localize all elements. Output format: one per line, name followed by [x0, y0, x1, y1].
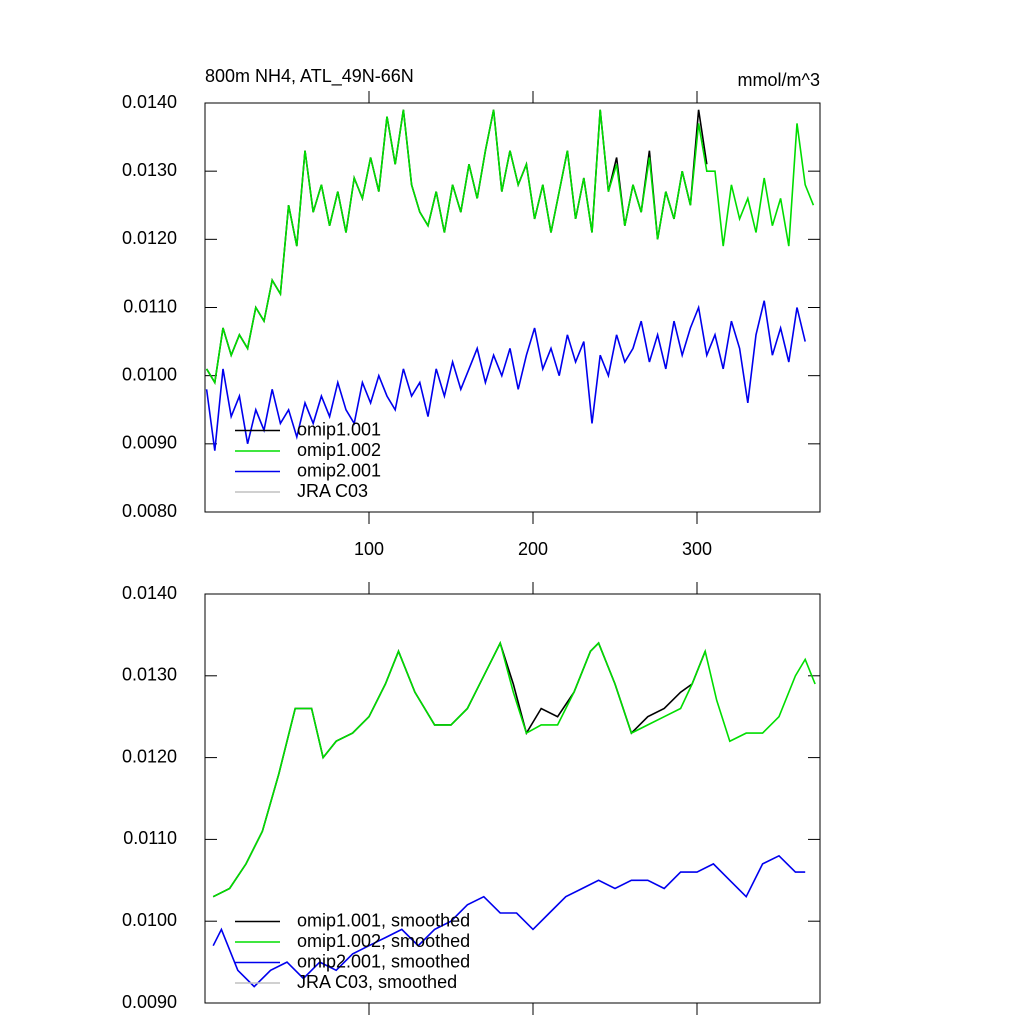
- legend-label: JRA C03, smoothed: [297, 972, 457, 992]
- y-tick-label: 0.0140: [122, 92, 177, 112]
- chart-title: 800m NH4, ATL_49N-66N: [205, 66, 414, 87]
- x-tick-label: 200: [518, 539, 548, 559]
- series-line: [205, 109, 815, 385]
- y-tick-label: 0.0130: [122, 665, 177, 685]
- series-line: [205, 109, 708, 385]
- series-line: [212, 640, 816, 898]
- series-line: [212, 854, 806, 988]
- y-tick-label: 0.0140: [122, 583, 177, 603]
- legend-label: omip1.002: [297, 440, 381, 460]
- y-tick-label: 0.0090: [122, 433, 177, 453]
- legend-label: omip1.001, smoothed: [297, 910, 470, 930]
- legend-label: omip1.002, smoothed: [297, 931, 470, 951]
- y-tick-label: 0.0090: [122, 992, 177, 1012]
- series-line: [205, 300, 806, 451]
- legend-label: omip2.001: [297, 460, 381, 480]
- y-tick-label: 0.0080: [122, 501, 177, 521]
- y-tick-label: 0.0110: [123, 828, 177, 848]
- x-tick-label: 100: [354, 539, 384, 559]
- series-line: [212, 640, 706, 898]
- y-tick-label: 0.0100: [122, 364, 177, 384]
- y-tick-label: 0.0110: [123, 296, 177, 316]
- y-tick-label: 0.0120: [122, 746, 177, 766]
- x-tick-label: 300: [682, 539, 712, 559]
- legend-label: omip2.001, smoothed: [297, 951, 470, 971]
- units-label: mmol/m^3: [738, 70, 820, 90]
- legend-label: omip1.001: [297, 419, 381, 439]
- legend-label: JRA C03: [297, 481, 368, 501]
- plot-frame: [204, 593, 821, 1004]
- y-tick-label: 0.0100: [122, 910, 177, 930]
- y-tick-label: 0.0130: [122, 160, 177, 180]
- y-tick-label: 0.0120: [122, 228, 177, 248]
